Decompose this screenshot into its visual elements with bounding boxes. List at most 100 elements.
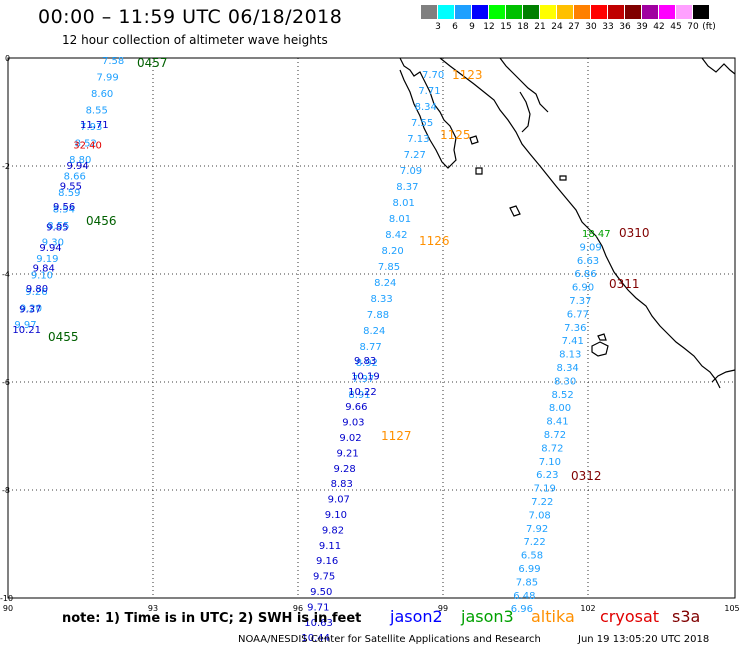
wave-height-value: 8.20 <box>382 246 404 257</box>
credit-line: NOAA/NESDIS Center for Satellite Applica… <box>238 634 541 645</box>
map-title: 00:00 – 11:59 UTC 06/18/2018 <box>38 6 343 28</box>
map-subtitle: 12 hour collection of altimeter wave hei… <box>62 33 328 47</box>
satellite-legend-entry: s3a <box>672 607 701 626</box>
colorbar-label: 70 <box>687 22 699 32</box>
colorbar-swatch <box>676 5 693 19</box>
wave-height-value: 9.85 <box>46 223 68 234</box>
satellite-legend-entry: jason2 <box>390 607 443 626</box>
wave-height-value: 7.71 <box>418 86 440 97</box>
wave-height-value: 7.70 <box>422 70 444 81</box>
wave-height-value: 7.22 <box>531 497 553 508</box>
plot-frame <box>7 57 736 599</box>
colorbar-label: 33 <box>602 22 614 32</box>
wave-height-value: 6.77 <box>567 309 589 320</box>
wave-height-value: 6.86 <box>574 269 596 280</box>
x-tick-label: 90 <box>3 604 13 613</box>
wave-height-value: 9.30 <box>42 238 64 249</box>
colorbar-label: 36 <box>619 22 631 32</box>
colorbar-label: 12 <box>483 22 495 32</box>
wave-height-value: 7.36 <box>564 323 586 334</box>
colorbar-label: 21 <box>534 22 546 32</box>
colorbar-swatch <box>489 5 506 19</box>
wave-height-value: 9.94 <box>39 243 61 254</box>
colorbar-swatch <box>557 5 574 19</box>
wave-height-value: 7.58 <box>102 56 124 67</box>
colorbar-label: 24 <box>551 22 563 32</box>
x-tick-label: 96 <box>293 604 303 613</box>
footnote: note: 1) Time is in UTC; 2) SWH is in fe… <box>62 611 362 626</box>
wave-height-value: 9.55 <box>60 182 82 193</box>
wave-height-value: 6.63 <box>577 256 599 267</box>
x-tick-label: 93 <box>148 604 158 613</box>
pass-time-label: 1126 <box>419 234 450 248</box>
wave-height-value: 8.42 <box>385 230 407 241</box>
wave-height-value: 9.09 <box>579 242 601 253</box>
wave-height-value: 9.21 <box>336 448 358 459</box>
y-tick-label: -10 <box>0 594 13 603</box>
wave-height-value: 8.66 <box>64 172 86 183</box>
satellite-legend-entry: cryosat <box>600 607 660 626</box>
wave-height-value: 9.97 <box>14 320 36 331</box>
colorbar-swatch <box>506 5 523 19</box>
wave-height-value: 9.11 <box>319 541 341 552</box>
colorbar-unit: (ft) <box>702 22 716 32</box>
generation-timestamp: Jun 19 13:05:20 UTC 2018 <box>578 634 710 645</box>
coastline <box>399 57 736 389</box>
x-tick-label: 105 <box>724 604 739 613</box>
wave-height-value: 9.94 <box>66 161 88 172</box>
x-tick-label: 102 <box>580 604 595 613</box>
wave-height-value: 18.47 <box>582 229 611 240</box>
colorbar-swatch <box>472 5 489 19</box>
wave-height-value: 7.10 <box>539 457 561 468</box>
wave-height-value: 8.34 <box>415 102 437 113</box>
wave-height-value: 7.22 <box>523 537 545 548</box>
wave-height-value: 10.19 <box>351 371 380 382</box>
colorbar-label: 3 <box>435 22 441 32</box>
wave-height-value: 6.96 <box>511 604 533 615</box>
wave-height-value: 8.80 <box>69 155 91 166</box>
y-tick-label: -2 <box>2 162 10 171</box>
wave-height-value: 8.91 <box>348 390 370 401</box>
wave-height-value: 7.37 <box>569 296 591 307</box>
wave-height-value: 8.60 <box>91 89 113 100</box>
pass-time-label: 0457 <box>137 56 168 70</box>
y-tick-label: -8 <box>2 486 10 495</box>
colorbar-swatch <box>523 5 540 19</box>
colorbar-label: 30 <box>585 22 597 32</box>
wave-height-value: 8.55 <box>47 221 69 232</box>
wave-height-value: 6.23 <box>536 470 558 481</box>
wave-height-value: 8.24 <box>374 278 396 289</box>
wave-height-value: 9.50 <box>310 587 332 598</box>
colorbar-swatch <box>659 5 676 19</box>
wave-height-value: 7.97 <box>352 374 374 385</box>
wave-height-value: 7.88 <box>367 310 389 321</box>
pass-time-label: 0310 <box>619 226 650 240</box>
wave-height-value: 10.22 <box>348 387 377 398</box>
wave-height-value: 8.13 <box>559 350 581 361</box>
wave-height-value: 7.13 <box>407 134 429 145</box>
colorbar-label: 9 <box>469 22 475 32</box>
wave-height-value: 8.59 <box>58 188 80 199</box>
wave-height-value: 9.71 <box>307 602 329 613</box>
wave-height-value: 7.85 <box>516 577 538 588</box>
wave-height-value: 9.56 <box>53 202 75 213</box>
pass-time-label: 1123 <box>452 68 483 82</box>
wave-height-value: 8.30 <box>554 376 576 387</box>
wave-height-value: 9.02 <box>339 433 361 444</box>
wave-height-value: 7.19 <box>534 484 556 495</box>
colorbar-swatch <box>540 5 557 19</box>
wave-height-value: 8.77 <box>359 342 381 353</box>
colorbar-label: 15 <box>500 22 512 32</box>
wave-height-value: 8.55 <box>86 106 108 117</box>
colorbar-swatch <box>574 5 591 19</box>
pass-time-label: 1127 <box>381 429 412 443</box>
wave-height-value: 8.72 <box>544 430 566 441</box>
wave-height-value: 9.28 <box>334 464 356 475</box>
wave-height-value: 9.19 <box>36 254 58 265</box>
colorbar-label: 42 <box>653 22 665 32</box>
wave-height-value: 9.20 <box>20 304 42 315</box>
pass-time-label: 0456 <box>86 214 117 228</box>
wave-height-value: 9.84 <box>33 264 55 275</box>
y-tick-labels: 0 -2 -4 -6 -8 -10 <box>0 54 13 603</box>
wave-height-value: 9.26 <box>25 287 47 298</box>
